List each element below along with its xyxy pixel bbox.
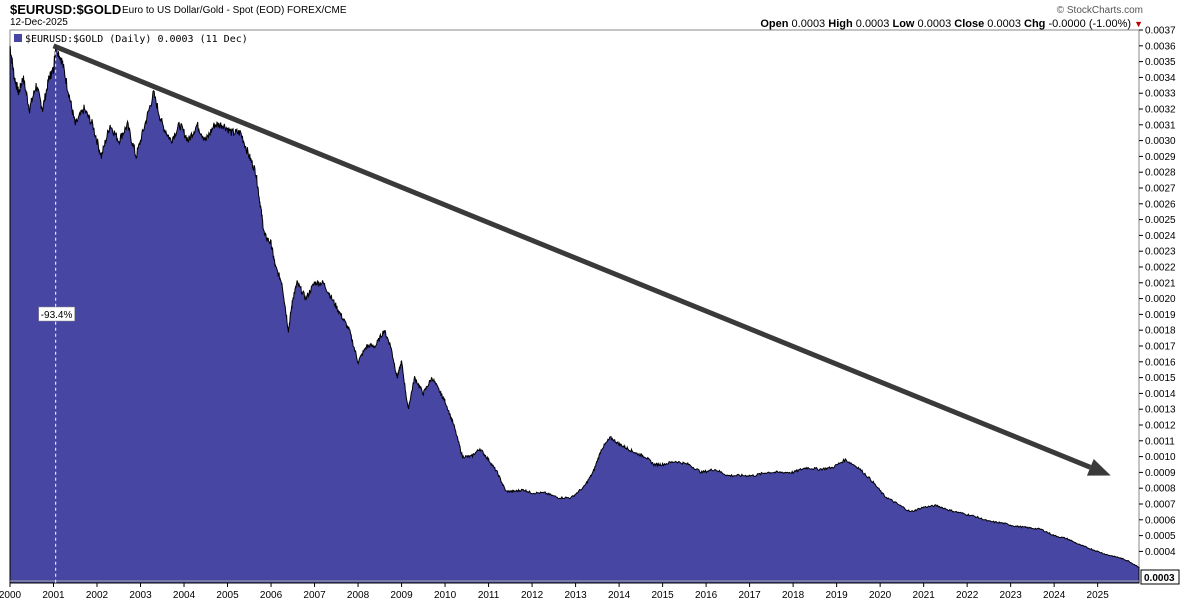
chg-label: Chg — [1024, 18, 1046, 30]
x-tick-label: 2011 — [478, 590, 500, 601]
y-tick-label: 0.0032 — [1145, 105, 1176, 116]
series-area — [9, 45, 1140, 584]
x-tick-label: 2020 — [869, 590, 892, 601]
y-tick-label: 0.0014 — [1145, 389, 1176, 400]
close-value: 0.0003 — [987, 18, 1021, 30]
x-tick-label: 2000 — [0, 590, 22, 601]
x-tick-label: 2009 — [390, 590, 413, 601]
x-tick-label: 2005 — [216, 590, 239, 601]
x-tick-label: 2024 — [1043, 590, 1066, 601]
y-tick-label: 0.0030 — [1145, 136, 1176, 147]
y-tick-label: 0.0022 — [1145, 263, 1176, 274]
x-tick-label: 2021 — [913, 590, 936, 601]
y-tick-label: 0.0010 — [1145, 452, 1176, 463]
y-tick-label: 0.0005 — [1145, 531, 1176, 542]
legend-text: $EURUSD:$GOLD (Daily) 0.0003 (11 Dec) — [25, 34, 248, 45]
y-tick-label: 0.0025 — [1145, 215, 1176, 226]
chart-symbol: $EURUSD:$GOLD — [10, 2, 122, 17]
last-value-badge: 0.0003 — [1140, 569, 1180, 585]
x-tick-label: 2003 — [129, 590, 152, 601]
x-axis: 2000 2001 2002 2003 2004 2005 2006 2007 2008 2009… — [0, 583, 1109, 601]
y-tick-label: 0.0021 — [1145, 278, 1176, 289]
ohlc-readout: Open 0.0003 High 0.0003 Low 0.0003 Close… — [760, 18, 1143, 30]
x-tick-label: 2006 — [260, 590, 283, 601]
y-tick-label: 0.0017 — [1145, 342, 1176, 353]
y-tick-label: 0.0016 — [1145, 357, 1176, 368]
y-tick-label: 0.0012 — [1145, 421, 1176, 432]
y-tick-label: 0.0034 — [1145, 73, 1176, 84]
y-tick-label: 0.0008 — [1145, 484, 1176, 495]
legend: $EURUSD:$GOLD (Daily) 0.0003 (11 Dec) — [14, 34, 248, 45]
y-tick-label: 0.0015 — [1145, 373, 1176, 384]
open-label: Open — [760, 18, 789, 30]
y-tick-label: 0.0020 — [1145, 294, 1176, 305]
x-tick-label: 2008 — [347, 590, 370, 601]
y-tick-label: 0.0011 — [1145, 436, 1175, 447]
y-tick-label: 0.0009 — [1145, 468, 1176, 479]
x-tick-label: 2023 — [1000, 590, 1023, 601]
y-tick-label: 0.0033 — [1145, 89, 1176, 100]
trendline-arrowhead — [1086, 458, 1111, 476]
x-tick-label: 2022 — [956, 590, 979, 601]
y-axis: 0.0037 0.0036 0.0035 0.0034 0.0033 0.0032 0.00… — [1139, 26, 1176, 558]
y-tick-label: 0.0007 — [1145, 500, 1176, 511]
y-tick-label: 0.0035 — [1145, 57, 1176, 68]
y-tick-label: 0.0004 — [1145, 547, 1176, 558]
x-tick-label: 2001 — [42, 590, 65, 601]
x-tick-label: 2004 — [173, 590, 196, 601]
down-triangle-icon: ▼ — [1134, 19, 1143, 29]
x-tick-label: 2019 — [826, 590, 849, 601]
low-value: 0.0003 — [917, 18, 952, 30]
y-tick-label: 0.0036 — [1145, 41, 1176, 52]
x-tick-label: 2016 — [695, 590, 718, 601]
y-tick-label: 0.0037 — [1145, 26, 1176, 37]
x-tick-label: 2014 — [608, 590, 631, 601]
close-label: Close — [954, 18, 985, 30]
x-tick-label: 2017 — [738, 590, 761, 601]
y-tick-label: 0.0013 — [1145, 405, 1176, 416]
x-tick-label: 2002 — [86, 590, 109, 601]
y-tick-label: 0.0028 — [1145, 168, 1176, 179]
low-label: Low — [892, 18, 915, 30]
x-tick-label: 2012 — [521, 590, 544, 601]
trendline-arrow — [52, 43, 1092, 470]
y-tick-label: 0.0031 — [1145, 120, 1176, 131]
y-tick-label: 0.0019 — [1145, 310, 1176, 321]
chg-value: -0.0000 (-1.00%) — [1048, 18, 1132, 30]
legend-swatch — [14, 34, 22, 42]
y-tick-label: 0.0026 — [1145, 199, 1176, 210]
x-tick-label: 2010 — [434, 590, 457, 601]
x-tick-label: 2015 — [651, 590, 674, 601]
high-value: 0.0003 — [855, 18, 890, 30]
pct-change-text: -93.4% — [41, 310, 73, 321]
chart-description: Euro to US Dollar/Gold - Spot (EOD) FORE… — [122, 5, 347, 16]
y-tick-label: 0.0018 — [1145, 326, 1176, 337]
chart-date: 12-Dec-2025 — [10, 17, 68, 28]
x-tick-label: 2007 — [303, 590, 326, 601]
y-tick-label: 0.0029 — [1145, 152, 1176, 163]
pct-change-label: -93.4% — [38, 306, 75, 322]
x-tick-label: 2025 — [1087, 590, 1110, 601]
x-tick-label: 2018 — [782, 590, 805, 601]
high-label: High — [828, 18, 853, 30]
y-tick-label: 0.0023 — [1145, 247, 1176, 258]
y-tick-label: 0.0006 — [1145, 515, 1176, 526]
y-tick-label: 0.0024 — [1145, 231, 1176, 242]
last-value-text: 0.0003 — [1144, 573, 1175, 584]
x-tick-label: 2013 — [564, 590, 587, 601]
y-tick-label: 0.0027 — [1145, 184, 1176, 195]
open-value: 0.0003 — [791, 18, 826, 30]
stockcharts-logo: © StockCharts.com — [1056, 5, 1143, 16]
